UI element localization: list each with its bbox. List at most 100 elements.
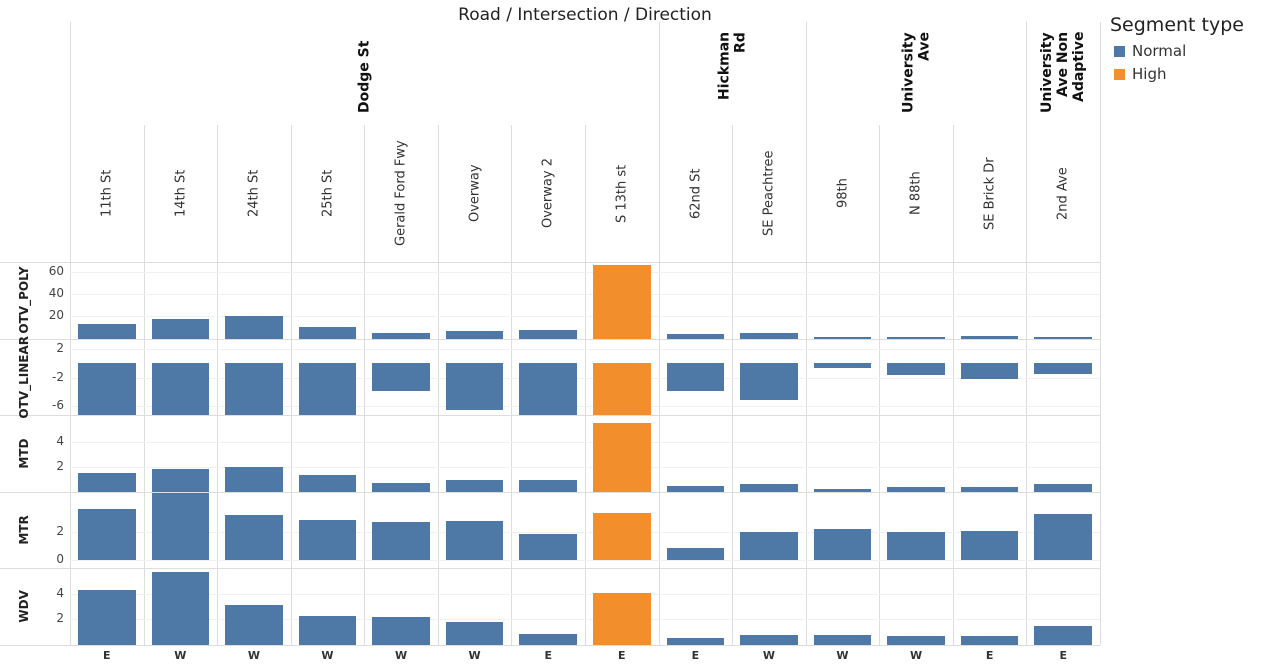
- category-label: 25th St: [319, 169, 335, 218]
- bar: [151, 493, 210, 561]
- bar: [519, 329, 577, 339]
- column-divider: [879, 125, 881, 645]
- bar: [1034, 483, 1092, 492]
- column-divider: [732, 125, 734, 645]
- bar: [298, 363, 357, 416]
- group-label: University Ave Non Adaptive: [1039, 32, 1088, 113]
- bar: [593, 265, 651, 339]
- bar: [372, 363, 430, 392]
- direction-label: W: [909, 649, 923, 662]
- bar: [666, 485, 725, 492]
- category-label: Overway 2: [540, 158, 556, 229]
- y-tick-label: -6: [52, 397, 64, 412]
- y-tick-label: 2: [56, 341, 64, 356]
- bar: [1034, 514, 1092, 561]
- column-divider: [1100, 22, 1101, 645]
- bar: [445, 521, 504, 561]
- panel-border: [0, 338, 1100, 340]
- y-tick-label: 2: [56, 524, 64, 539]
- bar: [593, 422, 651, 492]
- bar: [740, 363, 798, 400]
- column-divider: [952, 125, 954, 645]
- bar: [519, 633, 577, 645]
- grid-line: [70, 466, 1100, 468]
- category-label: S 13th st: [614, 164, 630, 223]
- category-label: 98th: [834, 178, 850, 209]
- bar: [78, 508, 136, 561]
- column-divider: [585, 125, 586, 645]
- direction-label: E: [1059, 649, 1067, 662]
- y-tick-label: 0: [56, 552, 64, 567]
- panel-border: [0, 415, 1100, 417]
- grid-line: [70, 316, 1100, 318]
- bar: [593, 513, 651, 561]
- category-label: Gerald Ford Fwy: [393, 140, 409, 247]
- column-divider: [1026, 22, 1028, 645]
- category-label: 11th St: [99, 169, 115, 218]
- y-tick-label: 2: [56, 458, 64, 473]
- bar: [225, 363, 283, 416]
- column-divider: [511, 125, 513, 645]
- bar: [78, 324, 136, 339]
- category-label: Overway: [467, 164, 483, 223]
- group-label: Hickman Rd: [716, 32, 749, 101]
- direction-label: W: [836, 649, 849, 662]
- bar: [225, 605, 283, 645]
- bar: [887, 532, 945, 561]
- direction-label: E: [544, 649, 552, 662]
- bar: [666, 334, 725, 339]
- bar: [372, 483, 430, 492]
- legend-swatch: [1114, 46, 1125, 57]
- y-tick-label: 60: [48, 263, 64, 278]
- grid-line: [70, 405, 1100, 407]
- bar: [740, 532, 798, 561]
- direction-label: E: [985, 649, 994, 662]
- panel-label: WDV: [17, 590, 31, 623]
- bar: [960, 530, 1019, 561]
- bar: [78, 363, 136, 416]
- column-divider: [290, 125, 292, 645]
- direction-label: W: [394, 649, 408, 662]
- direction-label: W: [468, 649, 481, 662]
- category-label: SE Brick Dr: [982, 157, 998, 230]
- bar: [298, 475, 357, 492]
- grid-line: [70, 441, 1100, 443]
- bar: [445, 622, 504, 645]
- column-divider: [658, 22, 660, 645]
- bar: [740, 333, 798, 339]
- y-tick-label: 2: [56, 611, 64, 626]
- grid-line: [70, 560, 1100, 562]
- bar: [960, 363, 1019, 380]
- bar: [225, 316, 283, 339]
- category-label: N 88th: [908, 171, 924, 216]
- grid-line: [70, 349, 1100, 351]
- bar: [813, 363, 872, 368]
- column-divider: [364, 125, 366, 645]
- bar: [298, 615, 357, 645]
- bar: [740, 634, 798, 645]
- panel-border: [0, 491, 1100, 493]
- bar: [887, 636, 945, 645]
- grid-line: [70, 377, 1100, 379]
- bar: [960, 336, 1019, 339]
- bar: [593, 592, 651, 645]
- bar: [813, 634, 872, 645]
- bar: [519, 479, 577, 492]
- legend-label: Normal: [1132, 42, 1187, 60]
- bar: [445, 479, 504, 492]
- bar: [445, 363, 504, 411]
- category-label: SE Peachtree: [761, 150, 777, 237]
- y-tick-label: 40: [48, 286, 64, 301]
- grid-line: [70, 532, 1100, 534]
- bar: [225, 515, 283, 561]
- direction-label: W: [247, 649, 260, 662]
- bar: [666, 547, 725, 561]
- panel-border: [0, 645, 1100, 646]
- column-divider: [143, 125, 145, 645]
- bar: [1034, 336, 1092, 339]
- group-label: Dodge St: [356, 40, 373, 113]
- bar: [666, 363, 725, 392]
- bar: [887, 487, 945, 492]
- legend-title: Segment type: [1110, 14, 1244, 36]
